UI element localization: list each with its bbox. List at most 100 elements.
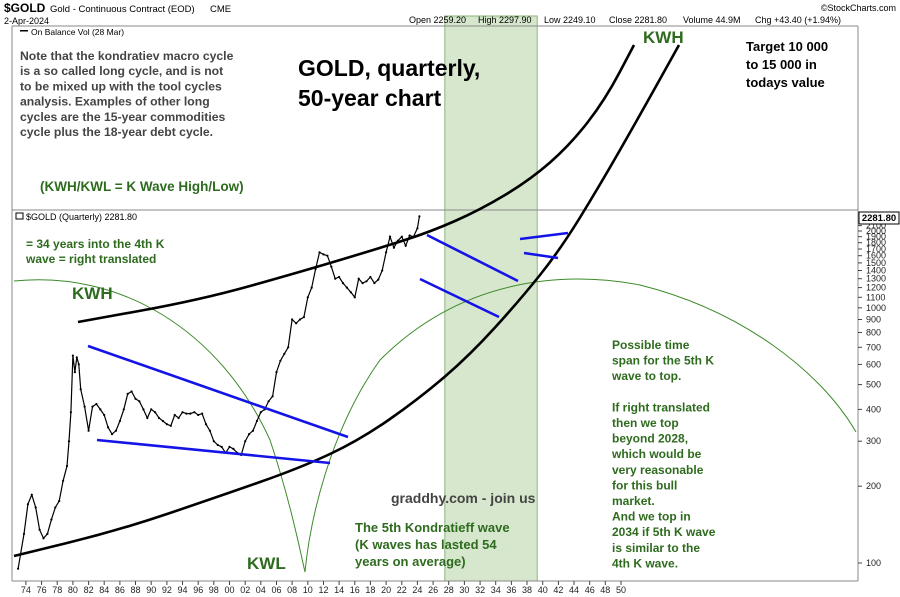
price-point xyxy=(62,479,65,482)
price-point xyxy=(46,532,49,536)
time-span-note-line: Possible time xyxy=(612,338,690,352)
y-tick-label: 2100 xyxy=(866,221,886,231)
x-tick-label: 12 xyxy=(318,585,328,595)
price-point xyxy=(87,429,90,432)
x-tick-label: 88 xyxy=(130,585,140,595)
price-point xyxy=(388,235,392,238)
price-point xyxy=(338,275,341,279)
target-line-3: todays value xyxy=(746,75,825,90)
x-tick-label: 30 xyxy=(459,585,469,595)
price-point xyxy=(22,532,26,536)
price-point xyxy=(400,235,403,238)
time-span-note-line: And we top in xyxy=(612,510,691,524)
trendline-2011-2015-lower xyxy=(419,277,500,319)
y-tick-label: 1300 xyxy=(866,274,886,284)
high-value: High 2297.90 xyxy=(478,15,532,25)
price-point xyxy=(259,411,262,414)
y-tick-label: 900 xyxy=(866,315,881,325)
trendline-2011-2015-upper xyxy=(426,233,519,283)
time-span-note-line: for this bull xyxy=(612,478,677,492)
x-tick-label: 86 xyxy=(115,585,125,595)
price-point xyxy=(17,567,20,570)
price-point xyxy=(126,392,129,395)
time-span-note-line: which would be xyxy=(611,447,702,461)
x-tick-label: 46 xyxy=(585,585,595,595)
kondratiev-note-line: Note that the kondratiev macro cycle xyxy=(20,49,234,63)
price-point xyxy=(392,246,395,249)
price-point xyxy=(154,411,157,414)
price-point xyxy=(169,424,172,427)
x-tick-label: 20 xyxy=(381,585,391,595)
price-legend-swatch xyxy=(15,212,24,220)
x-tick-label: 00 xyxy=(224,585,234,595)
kwave-legend-note: (KWH/KWL = K Wave High/Low) xyxy=(40,179,244,194)
price-point xyxy=(118,419,121,423)
price-point xyxy=(181,411,184,414)
trendlines xyxy=(87,231,569,465)
kondratiev-note-line: is a so called long cycle, and is not xyxy=(20,64,223,78)
gold-price-points xyxy=(17,215,421,570)
y-tick-label: 1800 xyxy=(866,238,886,248)
chart-title-line-2: 50-year chart xyxy=(298,85,442,111)
price-point xyxy=(404,244,407,247)
fifth-wave-note-line-1: The 5th Kondratieff wave xyxy=(355,520,510,535)
x-tick-label: 24 xyxy=(412,585,422,595)
kondratiev-note-line: analysis. Examples of other long xyxy=(20,95,210,109)
price-point xyxy=(251,429,255,432)
upper-panel: On Balance Vol (28 Mar) Note that the ko… xyxy=(20,27,828,194)
price-point xyxy=(130,390,133,393)
last-price-badge: 2281.80 xyxy=(858,211,900,225)
x-tick-label: 92 xyxy=(162,585,172,595)
open-value: Open 2259.20 xyxy=(409,15,466,25)
price-point xyxy=(30,493,33,496)
low-value: Low 2249.10 xyxy=(544,15,596,25)
price-point xyxy=(189,412,192,415)
price-point xyxy=(365,280,368,283)
price-point xyxy=(107,426,110,429)
price-point xyxy=(334,277,337,280)
price-point xyxy=(330,265,333,268)
price-point xyxy=(26,503,29,506)
price-point xyxy=(79,388,82,391)
time-span-note-line: market. xyxy=(612,494,655,508)
price-point xyxy=(373,282,376,285)
time-span-note-line: wave to top. xyxy=(611,369,681,383)
x-tick-label: 90 xyxy=(146,585,156,595)
chart-date: 2-Apr-2024 xyxy=(4,16,49,26)
price-panel-label: $GOLD (Quarterly) 2281.80 xyxy=(26,212,137,222)
watermark: ©StockCharts.com xyxy=(821,3,896,13)
price-point xyxy=(83,405,86,408)
price-panel-annotations: = 34 years into the 4th K wave = right t… xyxy=(25,237,716,573)
x-tick-label: 74 xyxy=(21,585,31,595)
price-point xyxy=(193,411,196,414)
price-point xyxy=(310,286,313,289)
price-point xyxy=(418,215,421,218)
fifth-wave-note-line-3: years on average) xyxy=(355,554,466,569)
y-tick-label: 1100 xyxy=(866,292,885,302)
price-point xyxy=(220,445,223,448)
x-tick-label: 02 xyxy=(240,585,250,595)
price-point xyxy=(50,518,53,521)
x-tick-label: 38 xyxy=(522,585,532,595)
fourth-wave-note-line-2: wave = right translated xyxy=(25,252,156,266)
x-tick-label: 48 xyxy=(600,585,610,595)
x-tick-label: 36 xyxy=(506,585,516,595)
x-tick-label: 32 xyxy=(475,585,485,595)
target-line-1: Target 10 000 xyxy=(746,39,828,54)
x-tick-label: 18 xyxy=(365,585,375,595)
price-point xyxy=(318,251,321,254)
y-tick-label: 1400 xyxy=(866,266,886,276)
price-point xyxy=(208,429,211,432)
price-point xyxy=(306,296,309,299)
price-point xyxy=(91,405,94,408)
x-tick-label: 44 xyxy=(569,585,579,595)
x-tick-label: 50 xyxy=(616,585,626,595)
price-panel-header: $GOLD (Quarterly) 2281.80 xyxy=(15,212,137,222)
fifth-wave-note-line-2: (K waves has lasted 54 xyxy=(355,537,497,552)
price-point xyxy=(228,445,231,448)
y-tick-label: 1500 xyxy=(866,258,886,268)
price-point xyxy=(416,227,419,230)
price-point xyxy=(232,447,235,450)
instrument-name: Gold - Continuous Contract (EOD) xyxy=(50,4,195,15)
